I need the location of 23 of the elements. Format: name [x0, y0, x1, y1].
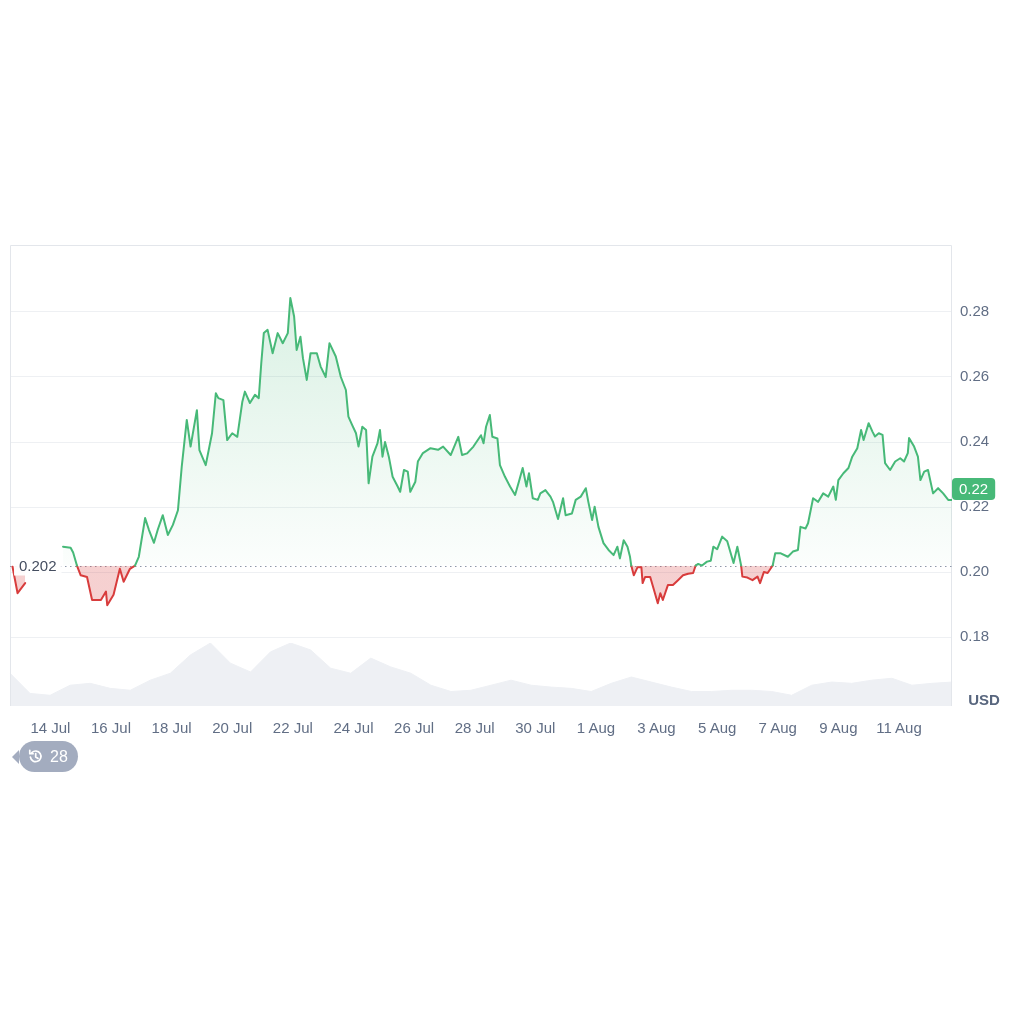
x-tick-label: 7 Aug: [758, 719, 797, 737]
y-tick-label: 0.24: [960, 432, 990, 450]
y-tick-label: 0.18: [960, 627, 990, 645]
x-tick-label: 24 Jul: [333, 719, 374, 737]
x-tick-label: 20 Jul: [212, 719, 253, 737]
x-tick-label: 5 Aug: [697, 719, 737, 737]
y-axis-title: USD: [968, 691, 1000, 709]
y-tick-label: 0.20: [960, 562, 990, 580]
x-tick-label: 22 Jul: [272, 719, 313, 737]
x-tick-label: 3 Aug: [637, 719, 676, 737]
x-tick-label: 30 Jul: [515, 719, 556, 737]
x-tick-label: 16 Jul: [91, 719, 132, 737]
x-tick-label: 18 Jul: [151, 719, 192, 737]
x-tick-label: 9 Aug: [819, 719, 858, 737]
y-tick-label: 0.22: [960, 497, 990, 515]
y-tick-label: 0.26: [960, 367, 990, 385]
x-tick-label: 26 Jul: [394, 719, 435, 737]
x-tick-label: 1 Aug: [576, 719, 616, 737]
x-tick-label: 14 Jul: [30, 719, 71, 737]
ref-line-label: 0.202: [19, 556, 57, 574]
y-tick-label: 0.28: [960, 302, 990, 320]
x-tick-label: 28 Jul: [454, 719, 495, 737]
x-tick-label: 11 Aug: [876, 719, 922, 737]
